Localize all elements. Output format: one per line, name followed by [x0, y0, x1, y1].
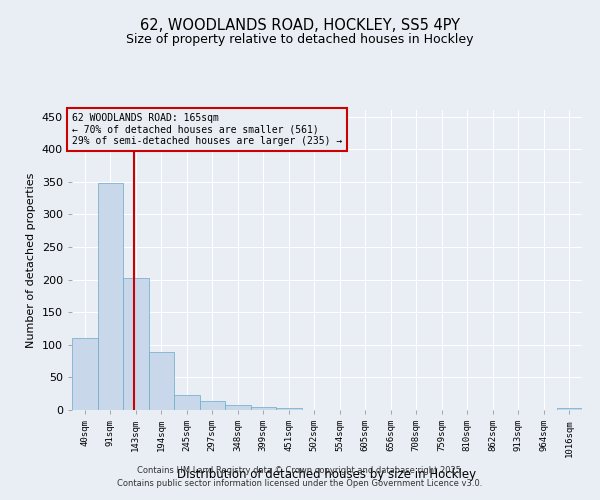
Bar	[123, 278, 149, 410]
Text: Contains HM Land Registry data © Crown copyright and database right 2025.
Contai: Contains HM Land Registry data © Crown c…	[118, 466, 482, 487]
Bar	[97, 183, 123, 410]
Bar	[72, 338, 97, 410]
Bar	[225, 405, 251, 410]
Bar	[199, 401, 225, 410]
Bar	[557, 408, 582, 410]
Text: 62, WOODLANDS ROAD, HOCKLEY, SS5 4PY: 62, WOODLANDS ROAD, HOCKLEY, SS5 4PY	[140, 18, 460, 32]
Bar	[251, 406, 276, 410]
Y-axis label: Number of detached properties: Number of detached properties	[26, 172, 36, 348]
Bar	[149, 352, 174, 410]
X-axis label: Distribution of detached houses by size in Hockley: Distribution of detached houses by size …	[178, 468, 476, 481]
Bar	[174, 395, 199, 410]
Bar	[276, 408, 302, 410]
Text: Size of property relative to detached houses in Hockley: Size of property relative to detached ho…	[126, 32, 474, 46]
Text: 62 WOODLANDS ROAD: 165sqm
← 70% of detached houses are smaller (561)
29% of semi: 62 WOODLANDS ROAD: 165sqm ← 70% of detac…	[72, 114, 343, 146]
